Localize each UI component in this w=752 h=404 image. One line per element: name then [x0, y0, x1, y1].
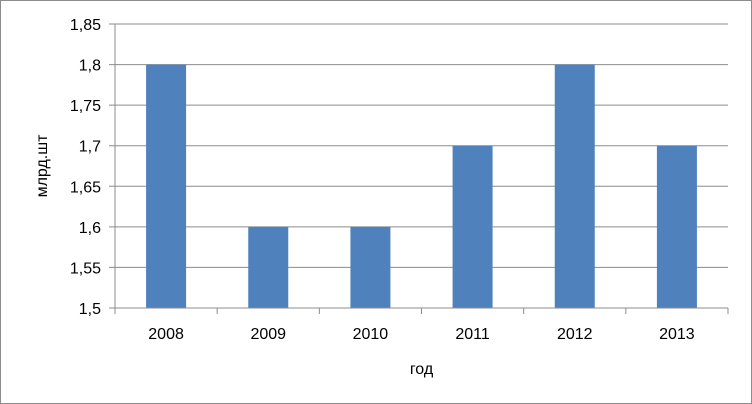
y-tick-label: 1,55: [70, 260, 101, 277]
y-tick-label: 1,65: [70, 179, 101, 196]
bar-2010: [350, 226, 391, 308]
bar-2011: [452, 145, 493, 308]
bar-2008: [146, 64, 187, 308]
y-tick-label: 1,6: [79, 220, 101, 237]
bar-2009: [248, 226, 289, 308]
axes: [109, 24, 729, 314]
bars: [146, 64, 697, 308]
y-axis-title: млрд.шт: [34, 134, 51, 197]
x-axis-ticks: 2008 2009 2010 2011 2012 2013: [148, 326, 695, 343]
y-tick-label: 1,75: [70, 98, 101, 115]
x-tick-label: 2010: [353, 326, 389, 343]
grid-lines: [109, 23, 728, 309]
y-tick-label: 1,8: [79, 58, 101, 75]
y-axis-ticks: 1,5 1,55 1,6 1,65 1,7 1,75 1,8 1,85: [70, 17, 101, 318]
x-tick-label: 2011: [455, 326, 490, 343]
y-tick-label: 1,85: [70, 17, 101, 34]
x-axis-title: год: [410, 361, 434, 378]
y-tick-label: 1,5: [79, 301, 101, 318]
y-tick-label: 1,7: [79, 139, 101, 156]
bar-2012: [554, 64, 595, 308]
x-tick-label: 2012: [557, 326, 593, 343]
x-tick-label: 2008: [148, 326, 184, 343]
x-tick-label: 2013: [659, 326, 695, 343]
bar-2013: [656, 145, 697, 308]
x-tick-label: 2009: [250, 326, 286, 343]
